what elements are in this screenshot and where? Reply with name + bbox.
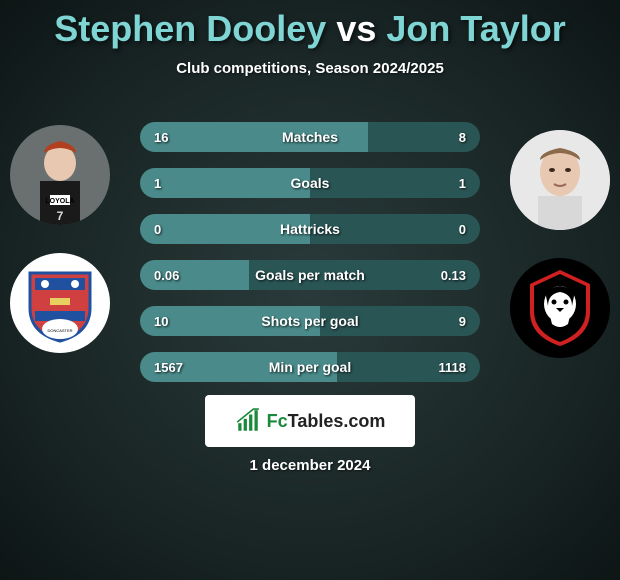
right-avatar-column xyxy=(510,130,610,358)
vs-text: vs xyxy=(336,8,376,49)
stat-left-value: 1 xyxy=(154,176,161,191)
stat-right-value: 0.13 xyxy=(441,268,466,283)
stat-label: Shots per goal xyxy=(261,313,358,329)
stat-row: 1567 Min per goal 1118 xyxy=(140,352,480,382)
player1-name: Stephen Dooley xyxy=(54,8,326,49)
stat-row: 0.06 Goals per match 0.13 xyxy=(140,260,480,290)
stat-left-value: 0 xyxy=(154,222,161,237)
player2-club-badge xyxy=(510,258,610,358)
player2-name: Jon Taylor xyxy=(386,8,565,49)
brand-icon xyxy=(235,408,261,434)
stat-left-value: 16 xyxy=(154,130,168,145)
stat-label: Matches xyxy=(282,129,338,145)
stat-row: 16 Matches 8 xyxy=(140,122,480,152)
brand-text: FcTables.com xyxy=(267,411,386,432)
svg-text:DONCASTER: DONCASTER xyxy=(47,328,72,333)
brand-logo: FcTables.com xyxy=(205,395,415,447)
left-avatar-column: LOYOLA 7 DONCASTER xyxy=(10,125,110,353)
stat-left-value: 10 xyxy=(154,314,168,329)
stat-label: Goals xyxy=(291,175,330,191)
stat-label: Hattricks xyxy=(280,221,340,237)
stat-row: 10 Shots per goal 9 xyxy=(140,306,480,336)
stat-right-value: 1 xyxy=(459,176,466,191)
stat-left-value: 1567 xyxy=(154,360,183,375)
stat-right-value: 9 xyxy=(459,314,466,329)
player2-photo xyxy=(510,130,610,230)
stats-container: 16Matches81Goals10Hattricks00.06Goals pe… xyxy=(140,122,480,382)
stat-left-value: 0.06 xyxy=(154,268,179,283)
player1-club-badge: DONCASTER xyxy=(10,253,110,353)
stat-label: Goals per match xyxy=(255,267,365,283)
stat-label: Min per goal xyxy=(269,359,351,375)
stat-right-value: 1118 xyxy=(439,360,467,375)
stat-right-value: 8 xyxy=(459,130,466,145)
subtitle: Club competitions, Season 2024/2025 xyxy=(0,60,620,77)
player1-photo: LOYOLA 7 xyxy=(10,125,110,225)
svg-text:7: 7 xyxy=(57,209,64,223)
date-text: 1 december 2024 xyxy=(250,457,371,474)
comparison-title: Stephen Dooley vs Jon Taylor xyxy=(0,0,620,50)
stat-row: 1 Goals 1 xyxy=(140,168,480,198)
stat-right-value: 0 xyxy=(459,222,466,237)
svg-text:LOYOLA: LOYOLA xyxy=(45,198,74,205)
stat-row: 0 Hattricks 0 xyxy=(140,214,480,244)
